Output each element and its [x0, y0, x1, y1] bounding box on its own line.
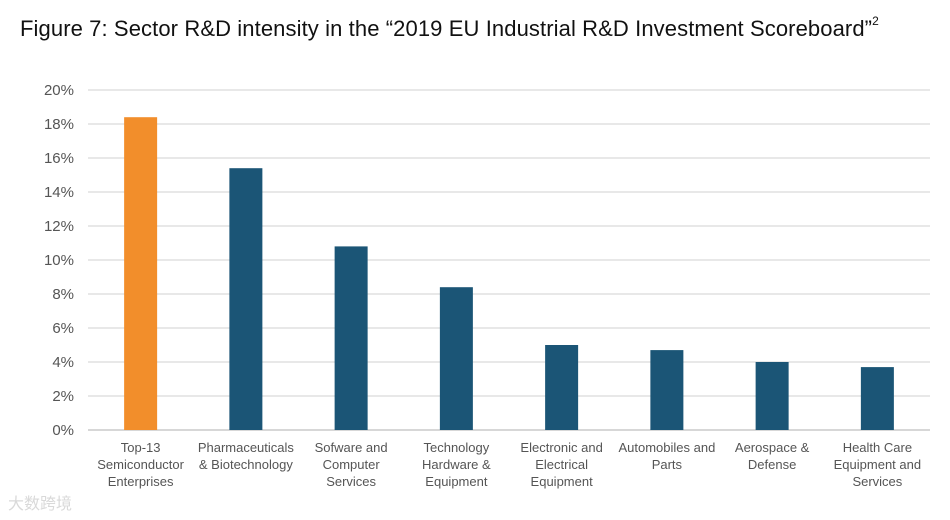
y-tick-label: 20%: [44, 82, 74, 99]
y-tick-label: 8%: [52, 286, 74, 303]
bar: [124, 117, 158, 430]
x-category-label: Aerospace & Defense: [735, 440, 810, 472]
x-category-label: Sofware and Computer Services: [315, 440, 388, 489]
bar: [229, 168, 263, 430]
y-tick-label: 2%: [52, 388, 74, 405]
bar: [650, 350, 684, 430]
y-tick-label: 12%: [44, 218, 74, 235]
y-tick-label: 4%: [52, 354, 74, 371]
y-tick-label: 18%: [44, 116, 74, 133]
bar: [545, 345, 579, 430]
bar: [439, 287, 473, 430]
y-tick-label: 14%: [44, 184, 74, 201]
y-tick-label: 6%: [52, 320, 74, 337]
bar: [860, 367, 894, 430]
x-category-label: Technology Hardware & Equipment: [422, 440, 491, 489]
x-category-label: Health Care Equipment and Services: [834, 440, 921, 489]
y-tick-label: 10%: [44, 252, 74, 269]
x-category-label: Pharmaceuticals & Biotechnology: [198, 440, 295, 472]
bar: [755, 362, 789, 430]
figure-title: Figure 7: Sector R&D intensity in the “2…: [20, 14, 879, 42]
x-category-label: Automobiles and Parts: [618, 440, 715, 472]
y-tick-label: 0%: [52, 422, 74, 439]
x-category-label: Top-13 Semiconductor Enterprises: [97, 440, 184, 489]
title-footnote: 2: [872, 14, 879, 28]
x-category-label: Electronic and Electrical Equipment: [520, 440, 602, 489]
figure-title-text: Figure 7: Sector R&D intensity in the “2…: [20, 16, 873, 41]
bar: [334, 246, 368, 430]
y-tick-label: 16%: [44, 150, 74, 167]
watermark: 大数跨境: [8, 494, 73, 513]
